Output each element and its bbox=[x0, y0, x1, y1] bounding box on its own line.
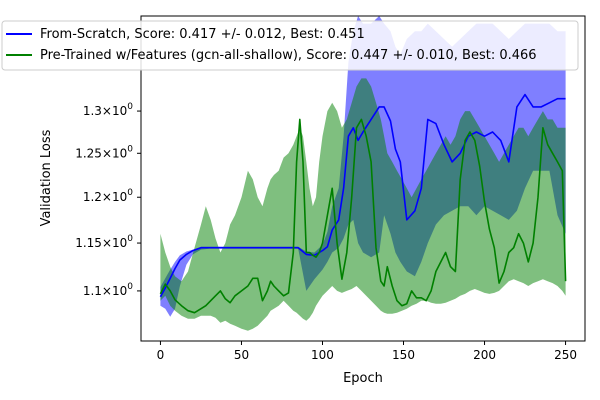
y-tick-label: 1.15×100 bbox=[75, 234, 133, 250]
y-tick-label: 1.2×100 bbox=[83, 188, 133, 204]
x-tick-label: 0 bbox=[157, 348, 165, 362]
x-axis-ticks: 0 50 100 150 200 250 bbox=[157, 341, 577, 362]
y-tick-label: 1.1×100 bbox=[83, 282, 133, 298]
line-pre-trained-w-features-gcn-all-shallow bbox=[159, 118, 567, 314]
x-axis-label: Epoch bbox=[343, 371, 383, 386]
line-from-scratch bbox=[159, 93, 566, 298]
legend: From-Scratch, Score: 0.417 +/- 0.012, Be… bbox=[1, 20, 579, 71]
x-tick-label: 200 bbox=[473, 348, 496, 362]
legend-label-pre-trained: Pre-Trained w/Features (gcn-all-shallow)… bbox=[40, 48, 537, 63]
x-tick-label: 150 bbox=[392, 348, 415, 362]
y-axis-label: Validation Loss bbox=[39, 129, 54, 226]
y-tick-label: 1.3×100 bbox=[83, 102, 133, 118]
x-tick-label: 50 bbox=[234, 348, 249, 362]
x-tick-label: 100 bbox=[311, 348, 334, 362]
series-lines bbox=[159, 93, 567, 314]
plot-frame bbox=[140, 15, 586, 342]
legend-box bbox=[1, 20, 579, 71]
x-tick-label: 250 bbox=[554, 348, 577, 362]
y-tick-label: 1.25×100 bbox=[75, 144, 133, 160]
y-axis-ticks: 1.1×100 1.15×100 1.2×100 1.25×100 1.3×100 bbox=[75, 102, 141, 298]
legend-label-from-scratch: From-Scratch, Score: 0.417 +/- 0.012, Be… bbox=[40, 27, 365, 42]
